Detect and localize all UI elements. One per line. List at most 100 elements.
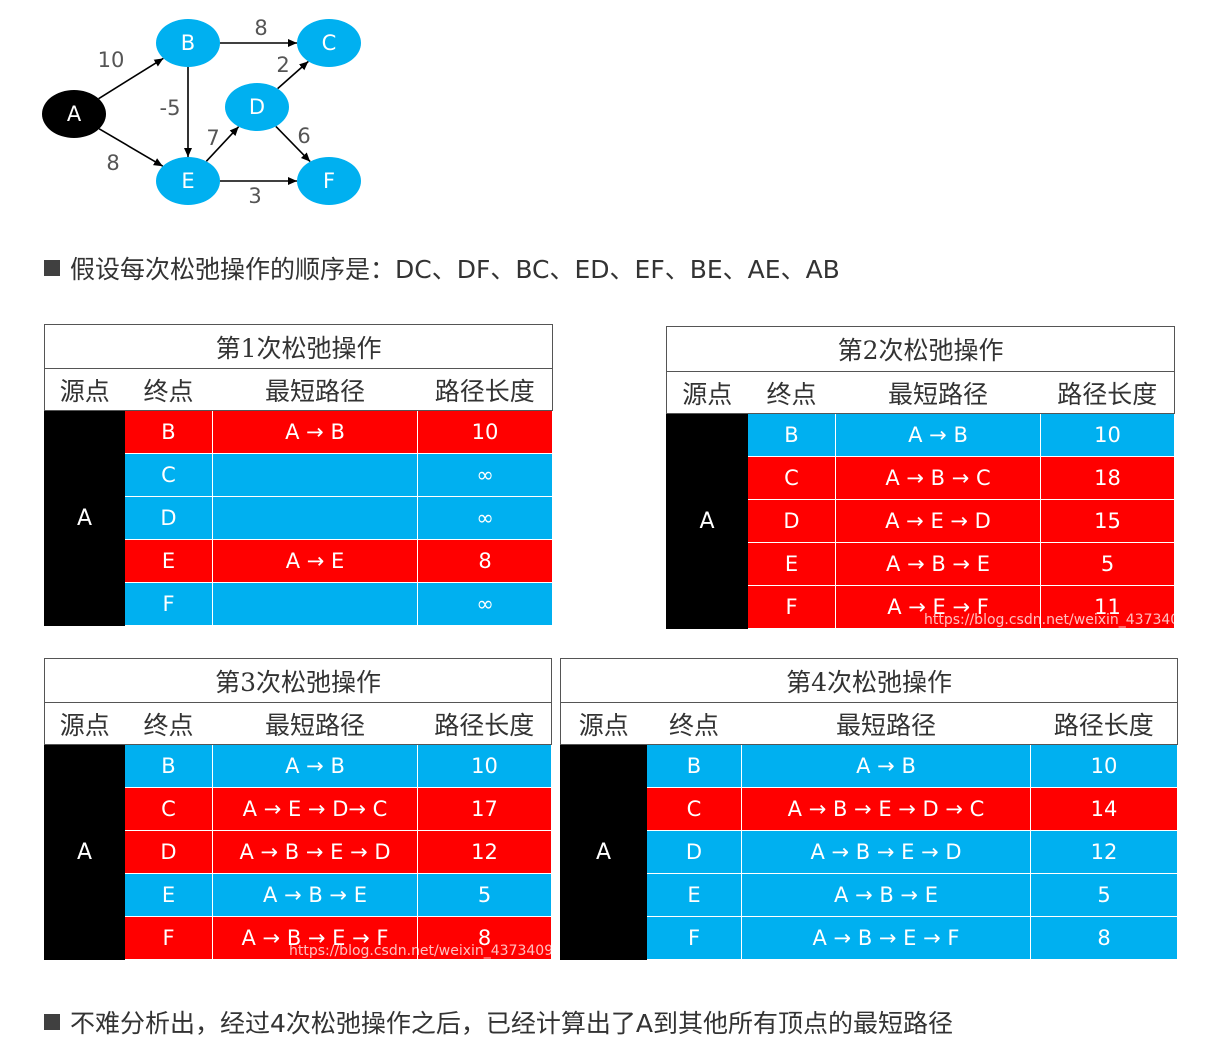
column-header-source: 源点 (44, 368, 125, 411)
edge-E-D (205, 126, 240, 162)
length-cell: 10 (1039, 413, 1176, 457)
table-title: 第1次松弛操作 (43, 324, 554, 369)
path-cell: A → B → E → D (741, 830, 1031, 874)
column-header-path: 最短路径 (835, 371, 1041, 414)
path-cell: A → B (835, 413, 1041, 457)
column-header-path: 最短路径 (212, 368, 418, 411)
node-label-D: D (249, 95, 265, 119)
length-cell: ∞ (416, 453, 554, 497)
path-cell: A → E (212, 539, 418, 583)
source-vertex-cell: A (666, 413, 748, 629)
target-cell: B (124, 410, 213, 454)
column-header-source: 源点 (44, 702, 125, 745)
target-cell: D (124, 830, 213, 874)
path-cell: A → B (212, 744, 418, 788)
path-cell: A → E → D→ C (212, 787, 418, 831)
node-circle-D (225, 83, 289, 131)
node-circle-F (297, 157, 361, 205)
path-cell: A → B (212, 410, 418, 454)
node-label-B: B (181, 31, 195, 55)
length-cell: 12 (416, 830, 553, 874)
path-cell: A → B (741, 744, 1031, 788)
target-cell: D (646, 830, 742, 874)
bullet-square-icon (44, 260, 60, 276)
path-cell (212, 582, 418, 626)
watermark-text: https://blog.csdn.net/weixin_4373409 (289, 943, 551, 959)
node-label-C: C (322, 31, 337, 55)
path-cell: A → B → E → F (212, 916, 418, 960)
column-header-target: 终点 (646, 702, 742, 745)
target-cell: F (124, 916, 213, 960)
path-cell: A → B → E → D → C (741, 787, 1031, 831)
length-cell: 14 (1029, 787, 1179, 831)
edge-weight-A-B: 10 (98, 48, 125, 72)
length-cell: 18 (1039, 456, 1176, 500)
path-cell: A → B → E (212, 873, 418, 917)
node-circle-B (156, 19, 220, 67)
node-C: C (297, 19, 361, 67)
edge-weight-A-E: 8 (106, 151, 119, 175)
edge-weight-D-C: 2 (276, 53, 289, 77)
graph-diagram: 10 8 8 -5 2 7 6 3 A B C D E F (42, 16, 361, 208)
target-cell: E (747, 542, 836, 586)
length-cell: ∞ (416, 582, 554, 626)
column-header-length: 路径长度 (417, 368, 554, 411)
target-cell: B (646, 744, 742, 788)
path-cell (212, 453, 418, 497)
relaxation-table-2: 第2次松弛操作 源点 终点 最短路径 路径长度 A B A → B 10 C A → B → C 18… (665, 326, 1176, 629)
watermark-text: https://blog.csdn.net/weixin_437340 (924, 612, 1174, 628)
node-label-A: A (67, 102, 82, 126)
table-row: D ∞ (45, 496, 554, 540)
column-header-target: 终点 (124, 702, 213, 745)
target-cell: B (124, 744, 213, 788)
conclusion-note: 不难分析出，经过4次松弛操作之后，已经计算出了A到其他所有顶点的最短路径 (44, 1004, 953, 1040)
target-cell: F (747, 585, 836, 629)
length-cell: 8 (416, 916, 553, 960)
length-cell: 15 (1039, 499, 1176, 543)
path-cell: A → B → E (741, 873, 1031, 917)
path-cell (212, 496, 418, 540)
target-cell: E (124, 873, 213, 917)
path-cell: A → B → E → D (212, 830, 418, 874)
edge-weight-D-F: 6 (297, 124, 310, 148)
target-cell: D (747, 499, 836, 543)
length-cell: 5 (1039, 542, 1176, 586)
edge-A-E (98, 128, 164, 167)
source-vertex-cell: A (44, 744, 125, 960)
target-cell: E (124, 539, 213, 583)
edge-weight-B-E: -5 (160, 96, 181, 120)
source-vertex-cell: A (560, 744, 647, 960)
path-cell: A → B → E (835, 542, 1041, 586)
length-cell: 5 (1029, 873, 1179, 917)
column-header-target: 终点 (124, 368, 213, 411)
node-circle-A (42, 90, 106, 138)
length-cell: 12 (1029, 830, 1179, 874)
node-circle-C (297, 19, 361, 67)
target-cell: C (646, 787, 742, 831)
path-cell: A → B → C (835, 456, 1041, 500)
column-header-length: 路径长度 (417, 702, 553, 745)
target-cell: E (646, 873, 742, 917)
table-row: F ∞ (45, 582, 554, 626)
target-cell: C (124, 453, 213, 497)
path-cell: A → E → F (835, 585, 1041, 629)
node-A: A (42, 90, 106, 138)
table-title: 第2次松弛操作 (665, 326, 1176, 372)
node-E: E (156, 157, 220, 205)
target-cell: F (646, 916, 742, 960)
relaxation-table-3: 第3次松弛操作 源点 终点 最短路径 路径长度 A B A → B 10 C A → E → D→ … (43, 658, 553, 960)
